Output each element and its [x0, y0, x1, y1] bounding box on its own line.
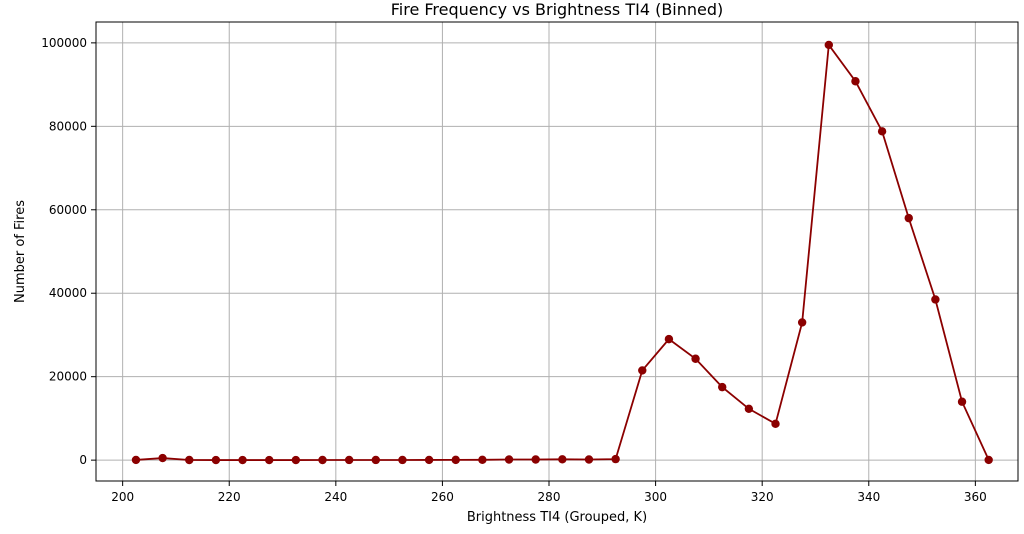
data-point — [744, 404, 754, 414]
data-point — [291, 455, 301, 465]
data-point — [238, 455, 247, 465]
axis-ticks: 200 220 240 260 280 300 320 340 360 0 20000 40000 60… — [41, 36, 987, 504]
y-tick-label: 20000 — [49, 370, 87, 384]
x-tick-label: 280 — [538, 490, 561, 504]
x-tick-label: 220 — [218, 490, 241, 504]
data-point — [797, 318, 807, 327]
data-point — [771, 419, 780, 429]
grid-lines — [96, 22, 1018, 481]
x-tick-label: 260 — [431, 490, 454, 504]
data-point — [984, 455, 993, 465]
data-point — [398, 455, 407, 465]
chart-title: Fire Frequency vs Brightness TI4 (Binned… — [391, 0, 724, 19]
data-point — [691, 354, 700, 363]
y-tick-label: 60000 — [49, 203, 87, 217]
data-point — [424, 455, 434, 465]
data-point — [931, 295, 940, 304]
data-point — [638, 366, 647, 375]
plot-frame — [95, 21, 1019, 482]
y-tick-label: 0 — [79, 453, 87, 467]
data-point — [478, 455, 487, 465]
y-tick-label: 100000 — [41, 36, 87, 50]
data-point — [371, 455, 380, 465]
data-point — [851, 77, 860, 86]
data-point — [158, 453, 167, 463]
data-point — [504, 455, 514, 464]
data-point — [211, 455, 221, 465]
y-tick-label: 40000 — [49, 286, 87, 300]
x-tick-label: 320 — [751, 490, 774, 504]
data-point — [344, 455, 354, 465]
x-axis-label: Brightness TI4 (Grouped, K) — [467, 510, 647, 525]
data-point — [451, 455, 460, 465]
data-point — [584, 455, 594, 464]
data-point — [265, 455, 274, 465]
data-point — [904, 213, 913, 223]
x-tick-label: 200 — [111, 490, 134, 504]
data-point — [131, 455, 141, 465]
data-point — [558, 455, 567, 464]
y-axis-label: Number of Fires — [13, 200, 28, 303]
x-tick-label: 360 — [964, 490, 987, 504]
x-tick-label: 300 — [644, 490, 667, 504]
x-tick-label: 340 — [857, 490, 880, 504]
data-point — [824, 40, 834, 50]
series-layer — [131, 40, 993, 465]
series-line — [135, 42, 990, 461]
data-point — [664, 334, 674, 344]
data-point — [718, 382, 727, 392]
data-point — [531, 455, 540, 464]
y-tick-label: 80000 — [49, 119, 87, 133]
data-point — [318, 455, 327, 465]
x-tick-label: 240 — [324, 490, 347, 504]
data-point — [957, 397, 967, 406]
data-point — [185, 455, 194, 465]
data-point — [611, 454, 620, 464]
data-point — [877, 127, 887, 136]
